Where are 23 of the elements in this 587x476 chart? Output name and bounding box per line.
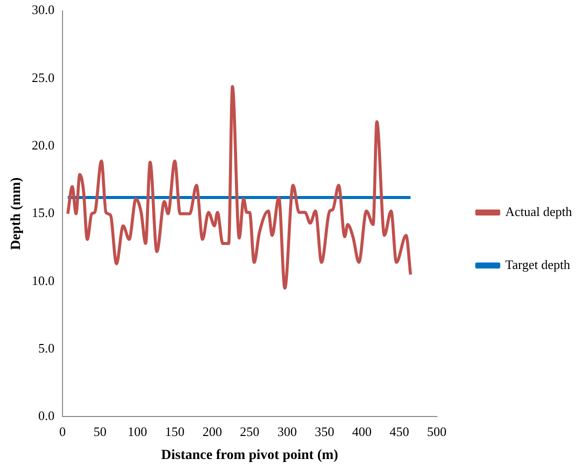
x-tick-label: 100 [128,424,148,439]
line-series [66,85,412,290]
y-tick-label: 25.0 [32,70,55,85]
y-axis-title: Depth (mm) [9,177,24,250]
legend-label: Actual depth [505,204,573,219]
y-tick-label: 15.0 [32,205,55,220]
x-tick-label: 500 [427,424,446,439]
x-tick-label: 400 [352,424,372,439]
x-tick-label: 250 [240,424,260,439]
x-tick-label: 0 [59,424,66,439]
legend-label: Target depth [505,256,571,272]
x-tick-label: 450 [390,424,410,439]
x-tick-label: 50 [93,424,106,439]
x-tick-label: 350 [314,424,334,439]
y-tick-label: 5.0 [38,340,55,356]
x-tick-label: 300 [277,424,297,439]
x-tick-label: 150 [165,424,185,439]
x-tick-label: 200 [202,424,222,439]
y-tick-label: 30.0 [32,2,55,18]
y-tick-label: 10.0 [32,272,55,288]
y-tick-label: 20.0 [32,137,55,152]
x-axis-title: Distance from pivot point (m) [161,448,339,464]
y-tick-label: 0.0 [38,408,55,424]
